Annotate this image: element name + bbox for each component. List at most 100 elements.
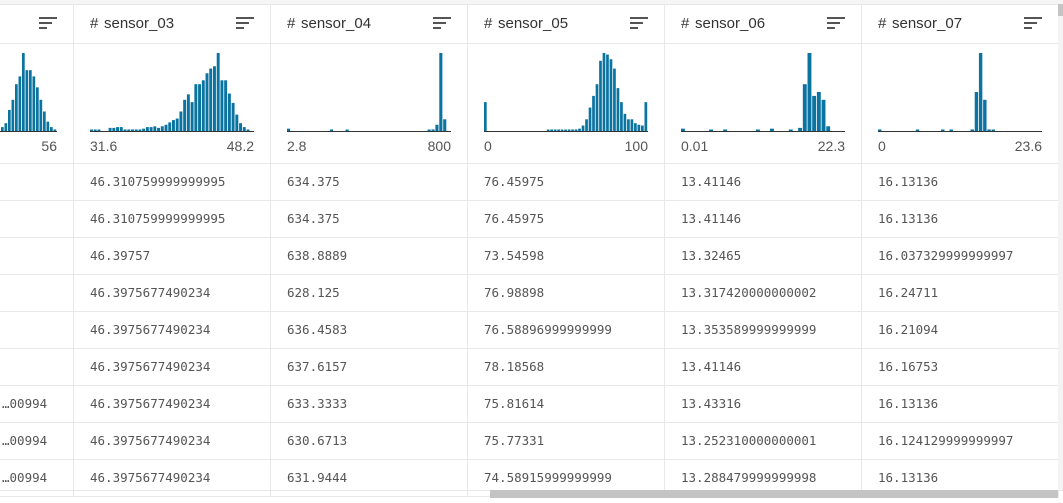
histogram-bar[interactable] bbox=[613, 68, 616, 131]
histogram-bar[interactable] bbox=[427, 129, 431, 132]
table-cell[interactable]: 16.16753 bbox=[862, 349, 1058, 386]
histogram-bar[interactable] bbox=[949, 129, 953, 132]
histogram-bar[interactable] bbox=[213, 66, 216, 131]
table-cell[interactable] bbox=[0, 238, 73, 275]
histogram-bar[interactable] bbox=[431, 129, 435, 131]
column-header[interactable]: # sensor_03 bbox=[74, 4, 270, 44]
table-cell[interactable]: 13.41146 bbox=[665, 164, 861, 201]
histogram-bar[interactable] bbox=[183, 99, 187, 131]
histogram-bar[interactable] bbox=[220, 80, 224, 131]
table-cell[interactable]: 46.310759999999995 bbox=[74, 201, 270, 238]
histogram-bar[interactable] bbox=[970, 129, 974, 131]
histogram-bar[interactable] bbox=[209, 68, 213, 131]
histogram-bar[interactable] bbox=[186, 94, 190, 131]
histogram-bar[interactable] bbox=[201, 80, 205, 131]
histogram-bar[interactable] bbox=[550, 129, 553, 132]
table-cell[interactable]: …00994 bbox=[0, 423, 73, 460]
table-cell[interactable]: 46.3975677490234 bbox=[74, 460, 270, 497]
table-cell[interactable]: 76.98898 bbox=[468, 275, 664, 312]
histogram-bar[interactable] bbox=[18, 76, 22, 131]
histogram-bar[interactable] bbox=[93, 129, 97, 132]
histogram-bar[interactable] bbox=[802, 84, 807, 131]
histogram-bar[interactable] bbox=[97, 129, 101, 132]
sort-icon[interactable] bbox=[1024, 17, 1042, 29]
histogram-bar[interactable] bbox=[983, 99, 987, 131]
histogram-bar[interactable] bbox=[978, 53, 983, 131]
histogram-bar[interactable] bbox=[46, 121, 50, 131]
histogram-bar[interactable] bbox=[878, 129, 882, 131]
histogram-bar[interactable] bbox=[190, 102, 194, 131]
histogram-bar[interactable] bbox=[227, 93, 231, 131]
table-cell[interactable]: 628.125 bbox=[271, 275, 467, 312]
table-cell[interactable]: 16.24711 bbox=[862, 275, 1058, 312]
table-cell[interactable]: 76.45975 bbox=[468, 201, 664, 238]
histogram-bar[interactable] bbox=[755, 129, 760, 132]
histogram-bar[interactable] bbox=[4, 123, 8, 131]
histogram-bar[interactable] bbox=[164, 124, 168, 131]
histogram-bar[interactable] bbox=[560, 129, 564, 132]
histogram-bar[interactable] bbox=[620, 102, 623, 131]
sort-icon[interactable] bbox=[39, 17, 57, 29]
histogram-bar[interactable] bbox=[134, 129, 138, 131]
histogram-bar[interactable] bbox=[616, 88, 620, 131]
histogram-bar[interactable] bbox=[630, 119, 634, 131]
histogram-bar[interactable] bbox=[179, 111, 183, 132]
table-cell[interactable]: 16.13136 bbox=[862, 164, 1058, 201]
histogram-bar[interactable] bbox=[816, 92, 821, 131]
histogram-bar[interactable] bbox=[585, 119, 588, 131]
histogram-bar[interactable] bbox=[1, 127, 4, 131]
histogram-bar[interactable] bbox=[644, 102, 648, 131]
histogram-bar[interactable] bbox=[15, 84, 18, 131]
histogram-bar[interactable] bbox=[160, 126, 164, 131]
histogram-bar[interactable] bbox=[39, 99, 43, 131]
histogram-bar[interactable] bbox=[439, 53, 443, 131]
histogram-bar[interactable] bbox=[627, 119, 630, 131]
column-header[interactable]: # sensor_04 bbox=[271, 4, 467, 44]
table-cell[interactable]: 73.54598 bbox=[468, 238, 664, 275]
table-cell[interactable]: 13.252310000000001 bbox=[665, 423, 861, 460]
histogram-bar[interactable] bbox=[941, 129, 945, 132]
table-cell[interactable]: 13.41146 bbox=[665, 349, 861, 386]
histogram-bar[interactable] bbox=[599, 60, 602, 131]
histogram-bar[interactable] bbox=[581, 125, 585, 131]
histogram-bar[interactable] bbox=[798, 127, 803, 131]
histogram-bar[interactable] bbox=[435, 124, 439, 131]
histogram-bar[interactable] bbox=[329, 129, 334, 131]
table-cell[interactable] bbox=[0, 201, 73, 238]
table-cell[interactable]: 16.037329999999997 bbox=[862, 238, 1058, 275]
histogram-bar[interactable] bbox=[484, 102, 487, 131]
histogram-bar[interactable] bbox=[588, 107, 592, 131]
table-cell[interactable]: 46.3975677490234 bbox=[74, 275, 270, 312]
histogram-bar[interactable] bbox=[788, 129, 793, 132]
table-cell[interactable]: 76.45975 bbox=[468, 164, 664, 201]
table-cell[interactable]: 16.13136 bbox=[862, 386, 1058, 423]
histogram-bar[interactable] bbox=[116, 127, 120, 131]
histogram-bar[interactable] bbox=[571, 129, 574, 132]
histogram-bar[interactable] bbox=[205, 73, 209, 131]
histogram-bar[interactable] bbox=[807, 53, 812, 131]
histogram-bar[interactable] bbox=[43, 111, 46, 132]
histogram-bar[interactable] bbox=[216, 53, 220, 131]
histogram-bar[interactable] bbox=[770, 128, 774, 131]
histogram-bar[interactable] bbox=[567, 129, 571, 132]
histogram-bar[interactable] bbox=[606, 54, 609, 132]
table-cell[interactable]: 16.124129999999997 bbox=[862, 423, 1058, 460]
histogram-bar[interactable] bbox=[157, 127, 161, 131]
table-cell[interactable]: 13.32465 bbox=[665, 238, 861, 275]
horizontal-scrollbar-thumb[interactable] bbox=[490, 490, 1058, 498]
histogram-bar[interactable] bbox=[123, 129, 127, 131]
histogram-bar[interactable] bbox=[172, 120, 175, 131]
histogram-bar[interactable] bbox=[153, 126, 157, 131]
histogram-bar[interactable] bbox=[11, 99, 15, 131]
histogram-bar[interactable] bbox=[974, 92, 979, 131]
histogram-bar[interactable] bbox=[564, 129, 567, 132]
vertical-scrollbar-track[interactable] bbox=[1058, 4, 1063, 490]
histogram-bar[interactable] bbox=[595, 84, 599, 131]
table-cell[interactable]: 13.43316 bbox=[665, 386, 861, 423]
histogram-bar[interactable] bbox=[119, 127, 123, 131]
histogram-bar[interactable] bbox=[29, 70, 32, 131]
histogram-bar[interactable] bbox=[145, 127, 149, 131]
table-cell[interactable]: 46.3975677490234 bbox=[74, 349, 270, 386]
histogram-bar[interactable] bbox=[987, 129, 991, 131]
table-cell[interactable]: 76.58896999999999 bbox=[468, 312, 664, 349]
